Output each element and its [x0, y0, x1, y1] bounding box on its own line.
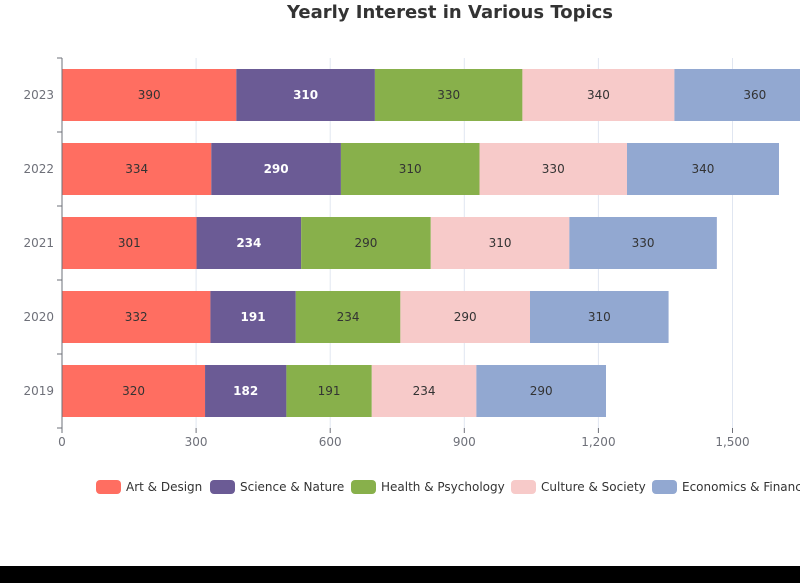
data-label: 340	[587, 88, 610, 102]
x-tick-label: 900	[453, 435, 476, 449]
legend-item[interactable]: Health & Psychology	[351, 480, 505, 494]
y-tick-label: 2022	[23, 162, 54, 176]
legend-swatch	[511, 480, 536, 494]
bar-segment	[295, 291, 401, 343]
bar-segment	[205, 365, 287, 417]
data-label: 191	[318, 384, 341, 398]
data-label: 320	[122, 384, 145, 398]
data-label: 290	[454, 310, 477, 324]
data-label: 182	[233, 384, 258, 398]
bar-segment	[476, 365, 606, 417]
bar-segment	[569, 217, 717, 269]
data-label: 290	[530, 384, 553, 398]
y-tick-label: 2023	[23, 88, 54, 102]
bar-segment	[371, 365, 477, 417]
bar-segment	[340, 143, 480, 195]
legend-item[interactable]: Economics & Finance	[652, 480, 800, 494]
bar-segment	[286, 365, 372, 417]
bar-segment	[301, 217, 431, 269]
legend-label: Science & Nature	[240, 480, 344, 494]
data-label: 234	[337, 310, 360, 324]
legend-swatch	[652, 480, 677, 494]
legend-item[interactable]: Science & Nature	[210, 480, 344, 494]
legend-swatch	[96, 480, 121, 494]
bar-segment	[430, 217, 570, 269]
data-label: 332	[125, 310, 148, 324]
bar-segment	[62, 143, 212, 195]
y-tick-label: 2019	[23, 384, 54, 398]
legend-item[interactable]: Art & Design	[96, 480, 202, 494]
data-label: 234	[236, 236, 261, 250]
legend-item[interactable]: Culture & Society	[511, 480, 646, 494]
bar-segment	[211, 143, 341, 195]
data-label: 360	[743, 88, 766, 102]
x-tick-label: 600	[319, 435, 342, 449]
bar-segment	[374, 69, 523, 121]
bar-segment	[479, 143, 628, 195]
data-label: 310	[399, 162, 422, 176]
data-label: 310	[293, 88, 318, 102]
legend-label: Health & Psychology	[381, 480, 505, 494]
data-label: 234	[413, 384, 436, 398]
legend-label: Economics & Finance	[682, 480, 800, 494]
data-label: 310	[489, 236, 512, 250]
data-label: 330	[632, 236, 655, 250]
legend-label: Art & Design	[126, 480, 202, 494]
y-tick-label: 2021	[23, 236, 54, 250]
data-label: 310	[588, 310, 611, 324]
data-label: 340	[692, 162, 715, 176]
data-label: 330	[542, 162, 565, 176]
data-label: 290	[264, 162, 289, 176]
data-label: 301	[118, 236, 141, 250]
chart-area: Yearly Interest in Various Topics 320 182…	[0, 0, 800, 566]
legend-label: Culture & Society	[541, 480, 646, 494]
bar-segment	[62, 217, 197, 269]
x-tick-label: 1,500	[715, 435, 749, 449]
data-label: 334	[125, 162, 148, 176]
bar-segment	[627, 143, 779, 195]
bar-segment	[62, 69, 237, 121]
legend-swatch	[210, 480, 235, 494]
data-label: 191	[241, 310, 266, 324]
x-tick-label: 1,200	[581, 435, 615, 449]
chart-title: Yearly Interest in Various Topics	[286, 2, 614, 23]
data-label: 330	[437, 88, 460, 102]
y-tick-label: 2020	[23, 310, 54, 324]
stacked-bar-chart: 320 182 191 234 290 332 191 234 290 310 301 234 290 3…	[23, 57, 800, 494]
bar-segment	[196, 217, 302, 269]
data-label: 290	[355, 236, 378, 250]
bar-segment	[674, 69, 800, 121]
data-label: 390	[138, 88, 161, 102]
legend-swatch	[351, 480, 376, 494]
bar-segment	[210, 291, 296, 343]
bar-segment	[400, 291, 531, 343]
bar-segment	[522, 69, 675, 121]
bar-segment	[62, 291, 211, 343]
x-tick-label: 300	[185, 435, 208, 449]
bar-segment	[530, 291, 669, 343]
x-tick-label: 0	[58, 435, 66, 449]
bar-segment	[236, 69, 375, 121]
bar-segment	[62, 365, 206, 417]
